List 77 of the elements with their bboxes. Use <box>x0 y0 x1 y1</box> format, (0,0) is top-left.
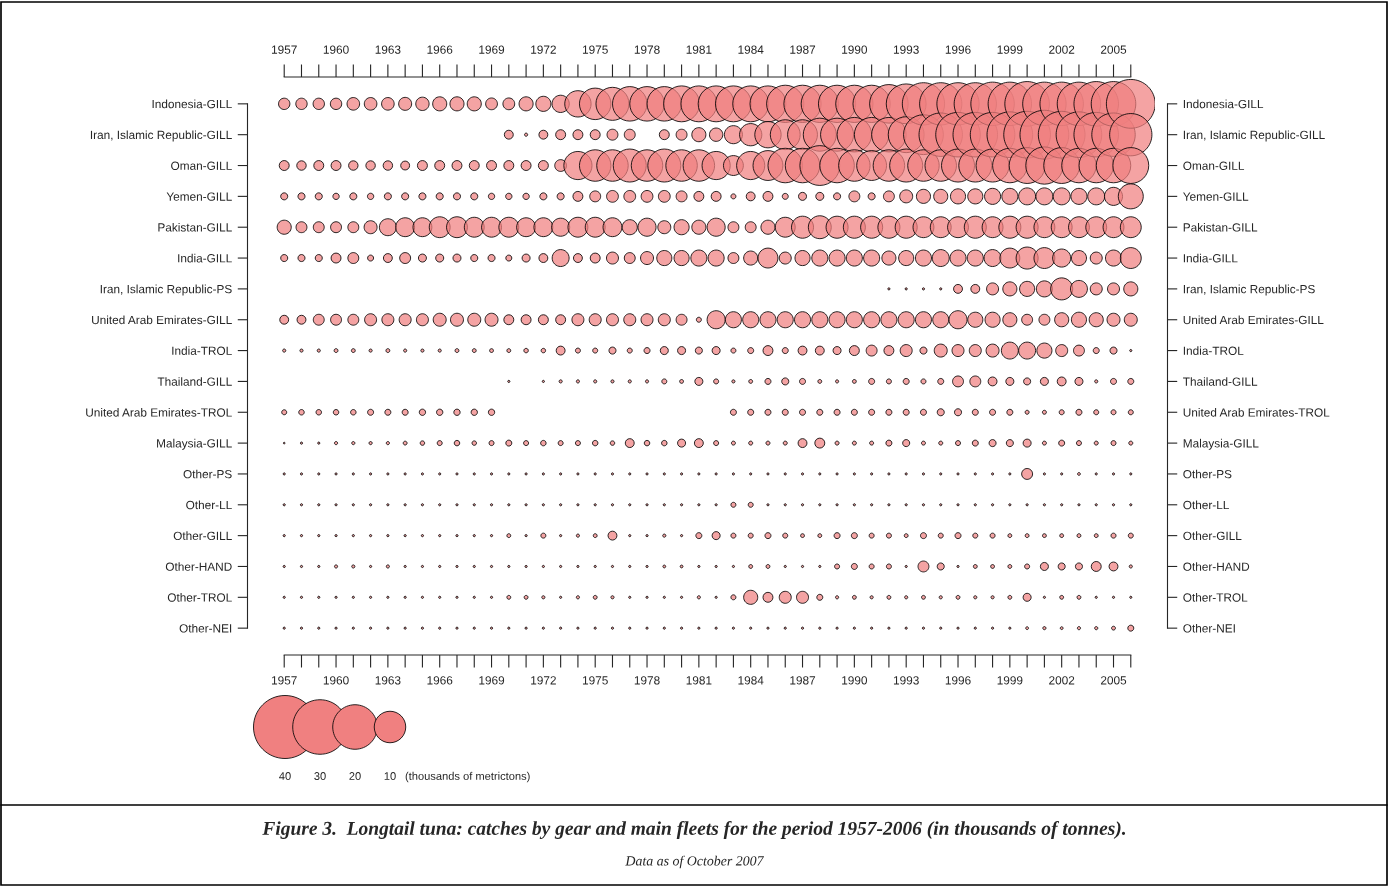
y-tick-label: Oman-GILL <box>1183 161 1245 170</box>
category-label: United Arab Emirates-GILL <box>92 315 232 325</box>
y-tick-label: Other-GILL <box>1183 531 1242 541</box>
category-label: Yemen-GILL <box>166 192 232 201</box>
y-tick-label: Other-HAND <box>1183 562 1250 571</box>
x-tick-label: 1981 <box>686 676 712 685</box>
x-tick-label: 1999 <box>997 676 1023 685</box>
x-tick-label: 1996 <box>945 676 971 685</box>
x2-tick-label: 1975 <box>582 45 608 54</box>
x-tick-label: 1966 <box>427 676 453 685</box>
x-tick-label: 1993 <box>893 676 919 685</box>
y-tick-label: Iran, Islamic Republic-PS <box>1183 284 1315 296</box>
text: Figure 3. Longtail tuna: catches by gear and main fleets for the period 1957-2006 (in thousands of tonnes). <box>262 821 1126 839</box>
legend-label: 30 <box>314 772 326 780</box>
category-label: Other-GILL <box>173 531 232 541</box>
y-tick-label: Yemen-GILL <box>1183 192 1249 201</box>
x2-tick-label: 1972 <box>531 45 556 54</box>
x-tick-label: 1960 <box>323 676 349 685</box>
x2-tick-label: 1990 <box>842 45 868 54</box>
x2-tick-label: 1960 <box>323 45 349 54</box>
y-tick-label: India-GILL <box>1183 253 1238 263</box>
category-label: India-GILL <box>178 253 232 263</box>
x-tick-label: 1969 <box>479 676 505 685</box>
x-tick-label: 2005 <box>1100 676 1127 685</box>
x2-tick-label: 1996 <box>945 45 971 54</box>
y-tick-label: United Arab Emirates-GILL <box>1183 315 1324 325</box>
y-tick-label: Other-TROL <box>1183 593 1248 602</box>
x2-tick-label: 1963 <box>375 45 401 54</box>
x-tick-label: 1975 <box>582 676 608 685</box>
y-tick-label: Other-PS <box>1183 469 1232 479</box>
x2-tick-label: 2002 <box>1049 45 1075 54</box>
x2-tick-label: 1993 <box>893 45 919 54</box>
category-label: Other-PS <box>183 469 232 479</box>
x-tick-label: 1978 <box>634 676 660 685</box>
y-tick-label: India-TROL <box>1183 346 1244 355</box>
category-label: Thailand-GILL <box>157 377 232 386</box>
category-label: Iran, Islamic Republic-GILL <box>90 130 232 142</box>
x2-tick-label: 1987 <box>790 45 816 54</box>
x2-tick-label: 1978 <box>634 45 660 54</box>
x-tick-label: 1972 <box>531 676 556 685</box>
category-label: Indonesia-GILL <box>152 99 232 109</box>
category-label: Pakistan-GILL <box>158 222 232 232</box>
category-label: United Arab Emirates-TROL <box>86 407 232 417</box>
category-label: Other-HAND <box>165 562 232 571</box>
category-label: Oman-GILL <box>171 161 232 170</box>
x2-tick-label: 1984 <box>738 45 764 54</box>
category-label: India-TROL <box>172 346 232 355</box>
x-tick-label: 1963 <box>375 676 401 685</box>
x2-tick-label: 1981 <box>686 45 712 54</box>
x2-tick-label: 1969 <box>479 45 505 54</box>
x-tick-label: 1957 <box>271 676 297 685</box>
y-tick-label: Thailand-GILL <box>1183 377 1258 386</box>
y-tick-label: Other-NEI <box>1183 623 1235 633</box>
y-tick-label: Pakistan-GILL <box>1183 222 1258 232</box>
text: Data as of October 2007 <box>625 855 765 869</box>
category-label: Malaysia-GILL <box>157 438 232 450</box>
x2-tick-label: 2005 <box>1100 45 1127 54</box>
legend-title: (thousands of metrictons) <box>405 771 530 783</box>
x2-tick-label: 1957 <box>271 45 297 54</box>
category-label: Other-LL <box>186 500 232 510</box>
y-tick-label: United Arab Emirates-TROL <box>1183 407 1330 417</box>
category-label: Iran, Islamic Republic-PS <box>100 284 232 296</box>
legend-label: 10 <box>384 772 396 780</box>
category-label: Other-TROL <box>167 593 232 602</box>
y-tick-label: Indonesia-GILL <box>1183 99 1264 109</box>
x2-tick-label: 1999 <box>997 45 1023 54</box>
x-tick-label: 1990 <box>842 676 868 685</box>
x-tick-label: 1987 <box>790 676 816 685</box>
y-tick-label: Iran, Islamic Republic-GILL <box>1183 130 1325 142</box>
x-tick-label: 1984 <box>738 676 764 685</box>
x2-tick-label: 1966 <box>427 45 453 54</box>
legend-label: 20 <box>349 772 361 780</box>
x-tick-label: 2002 <box>1049 676 1075 685</box>
category-label: Other-NEI <box>179 623 232 633</box>
y-tick-label: Other-LL <box>1183 500 1229 510</box>
legend-label: 40 <box>279 772 291 780</box>
y-tick-label: Malaysia-GILL <box>1183 438 1259 450</box>
